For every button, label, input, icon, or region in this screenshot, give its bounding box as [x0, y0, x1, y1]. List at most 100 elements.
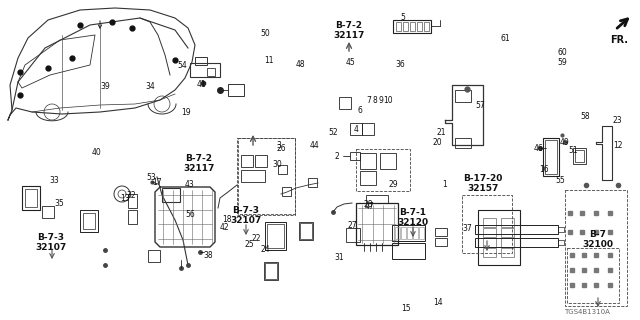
Text: 18: 18 — [223, 215, 232, 224]
Bar — [265, 222, 286, 250]
Text: 59: 59 — [557, 58, 567, 67]
Bar — [403, 22, 408, 31]
Bar — [360, 171, 376, 185]
Bar — [380, 153, 396, 169]
Text: 12: 12 — [613, 141, 622, 150]
Bar — [395, 227, 400, 239]
Bar — [462, 195, 512, 253]
Bar — [22, 186, 40, 210]
Bar — [483, 228, 496, 237]
Bar — [356, 203, 398, 245]
Text: 25: 25 — [244, 240, 255, 249]
Bar — [308, 178, 317, 187]
Text: 32117: 32117 — [183, 164, 214, 172]
Bar — [362, 123, 374, 135]
Bar — [278, 165, 287, 174]
Text: 27: 27 — [347, 221, 357, 230]
Text: 33: 33 — [49, 176, 60, 185]
Bar — [25, 189, 37, 207]
Text: 57: 57 — [475, 101, 485, 110]
Bar — [195, 57, 207, 65]
Text: 53: 53 — [146, 173, 156, 182]
Text: 11: 11 — [264, 56, 273, 65]
Bar — [410, 22, 415, 31]
Bar — [392, 243, 425, 259]
Bar — [228, 84, 244, 96]
Text: 44: 44 — [310, 141, 320, 150]
Bar — [300, 223, 312, 239]
Bar — [435, 228, 447, 236]
Bar — [419, 227, 424, 239]
Text: 36: 36 — [395, 60, 405, 68]
Text: 2: 2 — [335, 152, 340, 161]
Bar — [545, 140, 557, 174]
Text: 24: 24 — [260, 245, 271, 254]
Bar — [558, 240, 564, 245]
Bar — [501, 238, 514, 247]
Bar — [573, 148, 586, 164]
Text: 61: 61 — [500, 34, 511, 43]
Bar — [501, 218, 514, 227]
Text: 8: 8 — [372, 96, 377, 105]
Text: 32100: 32100 — [582, 239, 614, 249]
Text: 32: 32 — [126, 191, 136, 200]
Text: FR.: FR. — [610, 35, 628, 45]
Text: 21: 21 — [437, 128, 446, 137]
Bar — [393, 20, 431, 33]
Text: 34: 34 — [145, 82, 156, 91]
Text: TGS4B1310A: TGS4B1310A — [564, 309, 610, 315]
Bar — [366, 195, 388, 203]
Text: 17: 17 — [152, 178, 162, 187]
Bar — [483, 238, 496, 247]
Text: B-17-20: B-17-20 — [463, 173, 502, 182]
Bar — [267, 224, 284, 248]
Bar — [567, 248, 619, 303]
Bar — [413, 227, 418, 239]
Text: 32117: 32117 — [333, 30, 365, 39]
Bar — [501, 248, 514, 257]
Bar — [238, 138, 295, 214]
Text: 32157: 32157 — [467, 183, 499, 193]
Bar — [264, 262, 278, 280]
Bar — [346, 228, 360, 242]
Text: 39: 39 — [100, 82, 111, 91]
Bar — [478, 210, 520, 265]
Bar — [407, 227, 412, 239]
Bar — [299, 222, 313, 240]
Text: 15: 15 — [401, 304, 412, 313]
Text: B-7-2: B-7-2 — [335, 20, 362, 29]
Bar — [558, 227, 564, 232]
Text: 7: 7 — [366, 96, 371, 105]
Bar — [241, 155, 253, 167]
Bar — [350, 123, 362, 135]
Text: 26: 26 — [276, 144, 287, 153]
Bar — [455, 138, 471, 148]
Text: 32107: 32107 — [35, 243, 67, 252]
Text: 3: 3 — [276, 141, 281, 150]
Text: 40: 40 — [91, 148, 101, 156]
Text: 13: 13 — [120, 194, 130, 203]
Bar — [356, 149, 410, 191]
Text: 20: 20 — [432, 138, 442, 147]
Bar — [339, 97, 351, 109]
Bar — [80, 210, 98, 232]
Text: B-7-3: B-7-3 — [232, 205, 259, 214]
Bar — [128, 194, 137, 208]
Text: 45: 45 — [346, 58, 356, 67]
Bar — [282, 187, 291, 196]
Text: 31: 31 — [334, 253, 344, 262]
Text: 16: 16 — [539, 165, 549, 174]
Text: 10: 10 — [383, 96, 394, 105]
Text: 1: 1 — [442, 180, 447, 188]
Text: 32107: 32107 — [230, 215, 262, 225]
Bar — [543, 138, 559, 176]
Text: 50: 50 — [260, 29, 271, 38]
Text: 46: 46 — [534, 144, 544, 153]
Text: 42: 42 — [219, 223, 229, 232]
Bar — [401, 227, 406, 239]
Bar — [360, 153, 376, 169]
Bar — [162, 188, 180, 202]
Text: 22: 22 — [252, 234, 260, 243]
Text: 28: 28 — [364, 200, 372, 209]
Bar — [396, 22, 401, 31]
